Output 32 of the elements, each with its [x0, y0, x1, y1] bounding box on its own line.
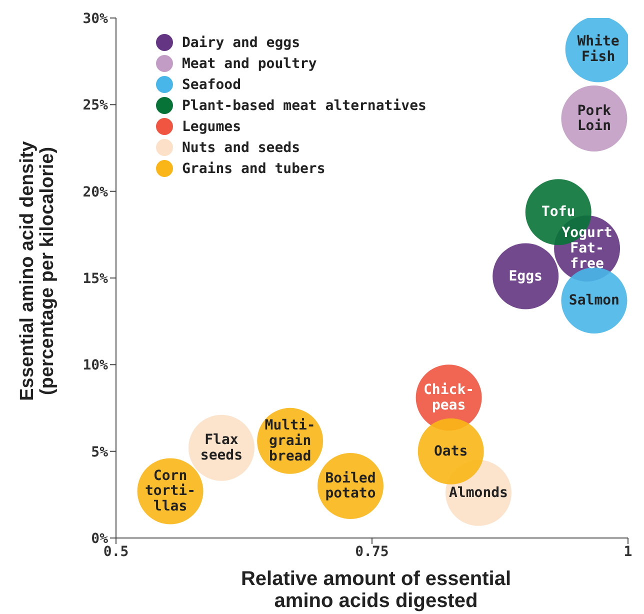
annotation: Yogurt Fat- free [562, 225, 612, 272]
legend-label: Legumes [182, 118, 242, 134]
annotation: Chick- peas [424, 382, 474, 414]
annotation: Corn torti- llas [144, 468, 196, 515]
x-axis-title: Relative amount of essential amino acids digested [240, 568, 512, 612]
annotation: White Fish [577, 34, 620, 65]
annotation: Eggs [508, 268, 542, 284]
y-tick-label: 25% [82, 98, 109, 114]
y-tick-label: 30% [82, 10, 109, 27]
legend-label: Plant-based meat alternatives [182, 98, 426, 114]
y-tick-label: 20% [82, 184, 109, 200]
legend-label: Meat and poultry [182, 56, 317, 72]
annotation: Flax seeds [200, 432, 243, 464]
point [492, 243, 559, 310]
annotation: Multi- grain bread [264, 418, 316, 464]
legend-label: Grains and tubers [182, 160, 326, 176]
y-tick-label: 5% [91, 444, 109, 460]
annotation: Pork Loin [577, 102, 612, 134]
y-tick-label: 10% [82, 358, 109, 374]
legend-label: Nuts and seeds [182, 140, 300, 156]
point [418, 418, 484, 484]
x-tick-label: 1 [624, 544, 632, 560]
annotation: Oats [434, 443, 468, 460]
legend-label: Dairy and eggs [182, 34, 300, 50]
annotation: Salmon [568, 292, 620, 309]
annotation: Boiled potato [325, 470, 376, 502]
y-axis-title: Essential amino acid density (percentage per kilocalorie) [17, 140, 58, 400]
legend-label: Seafood [182, 76, 242, 92]
y-tick-label: 15% [82, 270, 109, 287]
x-tick-label: 0.75 [355, 544, 389, 560]
annotation: Almonds [448, 484, 508, 501]
annotation: Tofu [542, 204, 576, 220]
